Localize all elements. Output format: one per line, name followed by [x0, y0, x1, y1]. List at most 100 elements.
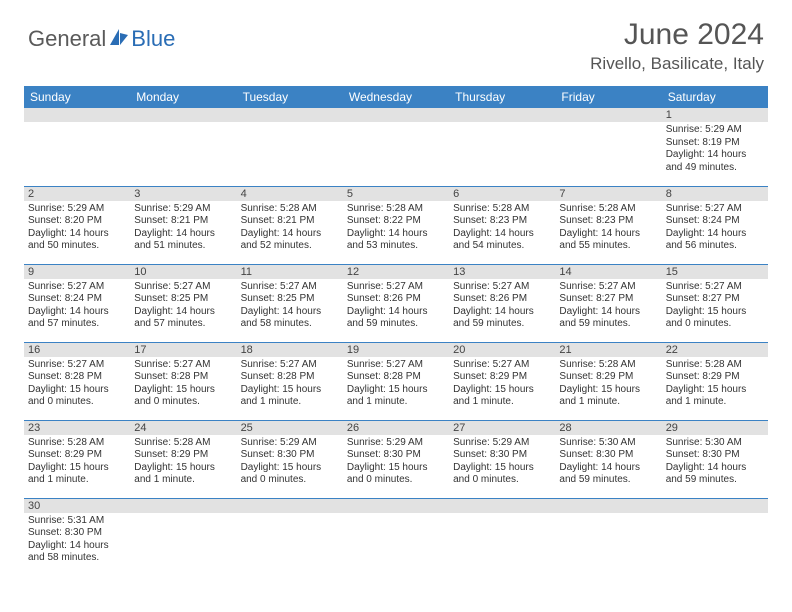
- calendar-week-row: 30Sunrise: 5:31 AMSunset: 8:30 PMDayligh…: [24, 498, 768, 576]
- sunset-text: Sunset: 8:30 PM: [666, 449, 764, 462]
- calendar-day-cell: [555, 108, 661, 186]
- day-number: 8: [662, 187, 768, 201]
- sunrise-text: Sunrise: 5:27 AM: [28, 359, 126, 372]
- day-number: [662, 499, 768, 513]
- day-number: 12: [343, 265, 449, 279]
- sunset-text: Sunset: 8:28 PM: [241, 371, 339, 384]
- day-number: 27: [449, 421, 555, 435]
- day-content: Sunrise: 5:27 AMSunset: 8:29 PMDaylight:…: [449, 357, 555, 411]
- day-content: Sunrise: 5:29 AMSunset: 8:30 PMDaylight:…: [449, 435, 555, 489]
- daylight-text: Daylight: 14 hours and 51 minutes.: [134, 228, 232, 253]
- calendar-day-cell: 15Sunrise: 5:27 AMSunset: 8:27 PMDayligh…: [662, 264, 768, 342]
- daylight-text: Daylight: 15 hours and 1 minute.: [666, 384, 764, 409]
- calendar-day-cell: [237, 498, 343, 576]
- day-number: 6: [449, 187, 555, 201]
- sunrise-text: Sunrise: 5:27 AM: [134, 281, 232, 294]
- calendar-day-cell: 28Sunrise: 5:30 AMSunset: 8:30 PMDayligh…: [555, 420, 661, 498]
- day-content: Sunrise: 5:29 AMSunset: 8:21 PMDaylight:…: [130, 201, 236, 255]
- sunset-text: Sunset: 8:29 PM: [666, 371, 764, 384]
- calendar-day-cell: 7Sunrise: 5:28 AMSunset: 8:23 PMDaylight…: [555, 186, 661, 264]
- page-header: General Blue June 2024 Rivello, Basilica…: [0, 0, 792, 80]
- day-number: 21: [555, 343, 661, 357]
- day-number: 4: [237, 187, 343, 201]
- sunrise-text: Sunrise: 5:27 AM: [559, 281, 657, 294]
- daylight-text: Daylight: 15 hours and 1 minute.: [134, 462, 232, 487]
- day-number: 30: [24, 499, 130, 513]
- daylight-text: Daylight: 14 hours and 58 minutes.: [241, 306, 339, 331]
- day-content: Sunrise: 5:31 AMSunset: 8:30 PMDaylight:…: [24, 513, 130, 567]
- sunrise-text: Sunrise: 5:29 AM: [666, 124, 764, 137]
- day-content: Sunrise: 5:29 AMSunset: 8:20 PMDaylight:…: [24, 201, 130, 255]
- sunset-text: Sunset: 8:30 PM: [559, 449, 657, 462]
- sunset-text: Sunset: 8:27 PM: [559, 293, 657, 306]
- calendar-header-row: SundayMondayTuesdayWednesdayThursdayFrid…: [24, 86, 768, 108]
- calendar-day-cell: 19Sunrise: 5:27 AMSunset: 8:28 PMDayligh…: [343, 342, 449, 420]
- daylight-text: Daylight: 15 hours and 1 minute.: [241, 384, 339, 409]
- day-number: 20: [449, 343, 555, 357]
- sunset-text: Sunset: 8:27 PM: [666, 293, 764, 306]
- day-number: 2: [24, 187, 130, 201]
- daylight-text: Daylight: 15 hours and 0 minutes.: [28, 384, 126, 409]
- sunset-text: Sunset: 8:25 PM: [134, 293, 232, 306]
- sail-icon: [108, 27, 130, 52]
- day-number: 17: [130, 343, 236, 357]
- day-content: Sunrise: 5:28 AMSunset: 8:29 PMDaylight:…: [555, 357, 661, 411]
- day-content: Sunrise: 5:27 AMSunset: 8:24 PMDaylight:…: [24, 279, 130, 333]
- calendar-day-cell: 14Sunrise: 5:27 AMSunset: 8:27 PMDayligh…: [555, 264, 661, 342]
- sunset-text: Sunset: 8:26 PM: [347, 293, 445, 306]
- calendar-day-cell: 3Sunrise: 5:29 AMSunset: 8:21 PMDaylight…: [130, 186, 236, 264]
- calendar-day-cell: 23Sunrise: 5:28 AMSunset: 8:29 PMDayligh…: [24, 420, 130, 498]
- day-content: Sunrise: 5:28 AMSunset: 8:23 PMDaylight:…: [449, 201, 555, 255]
- calendar-week-row: 1Sunrise: 5:29 AMSunset: 8:19 PMDaylight…: [24, 108, 768, 186]
- sunset-text: Sunset: 8:24 PM: [28, 293, 126, 306]
- day-content: Sunrise: 5:27 AMSunset: 8:25 PMDaylight:…: [237, 279, 343, 333]
- sunset-text: Sunset: 8:23 PM: [559, 215, 657, 228]
- sunset-text: Sunset: 8:22 PM: [347, 215, 445, 228]
- sunrise-text: Sunrise: 5:27 AM: [453, 359, 551, 372]
- sunrise-text: Sunrise: 5:28 AM: [559, 359, 657, 372]
- calendar-day-cell: 27Sunrise: 5:29 AMSunset: 8:30 PMDayligh…: [449, 420, 555, 498]
- sunrise-text: Sunrise: 5:28 AM: [453, 203, 551, 216]
- calendar-day-cell: 12Sunrise: 5:27 AMSunset: 8:26 PMDayligh…: [343, 264, 449, 342]
- day-number: 10: [130, 265, 236, 279]
- daylight-text: Daylight: 14 hours and 53 minutes.: [347, 228, 445, 253]
- sunrise-text: Sunrise: 5:27 AM: [347, 281, 445, 294]
- calendar-day-cell: 10Sunrise: 5:27 AMSunset: 8:25 PMDayligh…: [130, 264, 236, 342]
- weekday-header: Sunday: [24, 86, 130, 108]
- day-number: 26: [343, 421, 449, 435]
- daylight-text: Daylight: 15 hours and 1 minute.: [559, 384, 657, 409]
- daylight-text: Daylight: 14 hours and 59 minutes.: [666, 462, 764, 487]
- sunrise-text: Sunrise: 5:27 AM: [666, 203, 764, 216]
- sunset-text: Sunset: 8:25 PM: [241, 293, 339, 306]
- calendar-day-cell: [343, 108, 449, 186]
- sunset-text: Sunset: 8:26 PM: [453, 293, 551, 306]
- sunrise-text: Sunrise: 5:30 AM: [559, 437, 657, 450]
- day-number: [343, 108, 449, 122]
- calendar-day-cell: 5Sunrise: 5:28 AMSunset: 8:22 PMDaylight…: [343, 186, 449, 264]
- day-number: 15: [662, 265, 768, 279]
- day-content: Sunrise: 5:27 AMSunset: 8:25 PMDaylight:…: [130, 279, 236, 333]
- sunrise-text: Sunrise: 5:28 AM: [559, 203, 657, 216]
- sunrise-text: Sunrise: 5:27 AM: [28, 281, 126, 294]
- weekday-header: Tuesday: [237, 86, 343, 108]
- day-number: 23: [24, 421, 130, 435]
- day-content: Sunrise: 5:27 AMSunset: 8:27 PMDaylight:…: [555, 279, 661, 333]
- day-number: 7: [555, 187, 661, 201]
- sunrise-text: Sunrise: 5:29 AM: [134, 203, 232, 216]
- calendar-day-cell: 6Sunrise: 5:28 AMSunset: 8:23 PMDaylight…: [449, 186, 555, 264]
- daylight-text: Daylight: 14 hours and 57 minutes.: [134, 306, 232, 331]
- sunrise-text: Sunrise: 5:28 AM: [28, 437, 126, 450]
- calendar-day-cell: 18Sunrise: 5:27 AMSunset: 8:28 PMDayligh…: [237, 342, 343, 420]
- calendar-day-cell: 13Sunrise: 5:27 AMSunset: 8:26 PMDayligh…: [449, 264, 555, 342]
- day-number: 28: [555, 421, 661, 435]
- daylight-text: Daylight: 15 hours and 0 minutes.: [453, 462, 551, 487]
- calendar-day-cell: [130, 498, 236, 576]
- daylight-text: Daylight: 14 hours and 49 minutes.: [666, 149, 764, 174]
- calendar-day-cell: 16Sunrise: 5:27 AMSunset: 8:28 PMDayligh…: [24, 342, 130, 420]
- day-number: 16: [24, 343, 130, 357]
- sunrise-text: Sunrise: 5:27 AM: [241, 359, 339, 372]
- calendar-day-cell: 25Sunrise: 5:29 AMSunset: 8:30 PMDayligh…: [237, 420, 343, 498]
- weekday-header: Thursday: [449, 86, 555, 108]
- daylight-text: Daylight: 14 hours and 52 minutes.: [241, 228, 339, 253]
- day-content: Sunrise: 5:29 AMSunset: 8:19 PMDaylight:…: [662, 122, 768, 176]
